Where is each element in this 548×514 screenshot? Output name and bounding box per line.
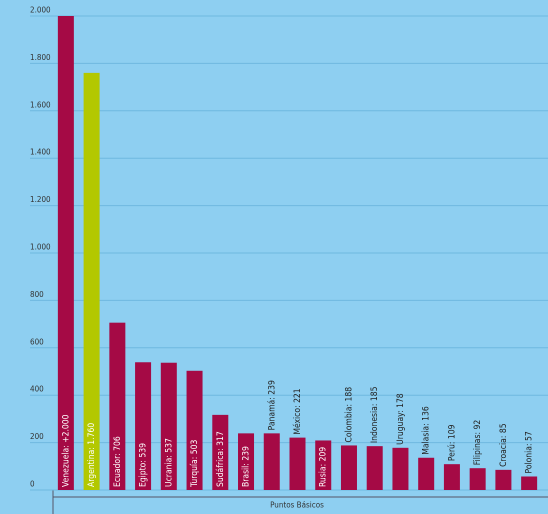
y-tick-label: 1.200 [30,195,51,204]
bar [418,457,435,490]
x-axis-label: Puntos Básicos [270,501,324,510]
bar [186,370,203,490]
y-tick-label: 600 [30,337,44,346]
bar [340,445,357,490]
bar [263,433,280,490]
y-tick-label: 400 [30,385,44,394]
bar-label: Croacia: 85 [499,423,509,467]
bar [443,464,460,490]
bar-label: Perú: 109 [447,424,457,461]
bar-label: Rusia: 209 [319,447,329,487]
bar-label: Uruguay: 178 [396,393,406,445]
y-tick-label: 1.600 [30,100,51,109]
bar [57,16,74,490]
bar [315,440,332,490]
bar-label: Brasil: 239 [242,446,252,487]
bar [83,72,100,490]
y-tick-label: 1.800 [30,53,51,62]
bar [135,362,152,490]
y-tick-label: 2.000 [30,6,51,15]
y-tick-label: 200 [30,432,44,441]
bar-label: Ucrania: 537 [164,438,174,487]
bar-label: México: 221 [292,388,303,434]
bar-label: Argentina: 1.760 [87,423,97,487]
bar [469,468,486,490]
bar-label: Sudáfrica: 317 [216,431,226,487]
bar-label: Turquía: 503 [190,440,200,488]
bar [289,437,306,490]
bar-label: Filipinas: 92 [473,420,483,466]
bar-label: Colombia: 188 [344,387,354,443]
bar-label: Venezuela: +2.000 [61,414,71,487]
bar-label: Egipto: 539 [139,443,149,487]
y-tick-label: 0 [30,480,35,489]
y-tick-label: 1.400 [30,148,51,157]
bar [238,433,255,490]
bar-label: Indonesia: 185 [370,386,380,443]
bar [495,469,512,490]
bar-label: Panamá: 239 [267,380,277,430]
bar [109,322,126,490]
bar [392,447,409,490]
y-tick-label: 800 [30,290,44,299]
bar [366,446,383,490]
bar-label: Ecuador: 706 [113,436,123,487]
bar-label: Malasia: 136 [422,406,432,455]
bar [212,414,229,490]
y-tick-label: 1.000 [30,243,51,252]
bar [160,362,177,490]
bar-label: Polonia: 57 [525,431,535,473]
bar [521,476,538,490]
